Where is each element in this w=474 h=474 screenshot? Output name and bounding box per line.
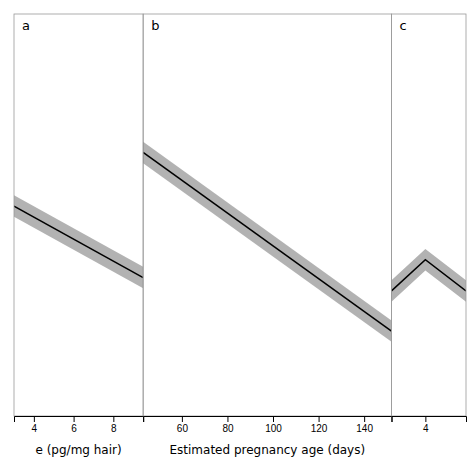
plot-area [14, 195, 143, 288]
x-axis: 4 [392, 416, 467, 434]
x-axis: 4 6 8 [15, 416, 144, 434]
line [391, 260, 466, 291]
tick-label: 4 [32, 423, 38, 434]
tick-mark [113, 416, 114, 422]
tick-label: 4 [423, 423, 429, 434]
tick: 8 [111, 416, 117, 434]
x-axis-title: Estimated pregnancy age (days) [169, 443, 365, 457]
tick: 80 [222, 416, 234, 434]
tick: 4 [423, 416, 429, 434]
tick-mark [364, 416, 365, 422]
tick-label: 100 [265, 423, 282, 434]
tick-mark [182, 416, 183, 422]
tick-label: 140 [356, 423, 373, 434]
chart: 4 6 8 a e (pg/mg hair) 60 80 100 120 140 b Estimate… [0, 0, 474, 474]
line [143, 152, 391, 331]
tick-mark [319, 416, 320, 422]
tick-label: 120 [311, 423, 328, 434]
panel-label: c [399, 18, 406, 33]
tick-mark [34, 416, 35, 422]
plot-area [391, 249, 466, 302]
tick: 140 [356, 416, 373, 434]
frame [143, 14, 391, 416]
tick-mark [74, 416, 75, 422]
x-axis: 60 80 100 120 140 [144, 416, 392, 434]
axis-line [392, 417, 467, 423]
tick: 100 [265, 416, 282, 434]
frame [14, 14, 143, 416]
tick-label: 60 [177, 423, 189, 434]
tick: 60 [177, 416, 189, 434]
tick-mark [425, 416, 426, 422]
confidence-band [143, 142, 391, 342]
tick-mark [227, 416, 228, 422]
x-axis-title: e (pg/mg hair) [35, 443, 121, 457]
tick-label: 80 [222, 423, 234, 434]
tick-mark [273, 416, 274, 422]
panel: 4 6 8 a e (pg/mg hair) [14, 14, 144, 457]
confidence-band [14, 195, 143, 288]
confidence-band [391, 249, 466, 302]
tick-label: 6 [71, 423, 77, 434]
axis-line [144, 417, 392, 423]
line [14, 206, 143, 277]
frame [391, 14, 466, 416]
panel: 60 80 100 120 140 b Estimated pregnancy age (d… [143, 14, 392, 457]
panel-label: a [22, 18, 30, 33]
panel-label: b [151, 18, 159, 33]
plot-area [143, 142, 391, 342]
tick: 4 [32, 416, 38, 434]
panel: 4c [391, 14, 466, 434]
tick: 120 [311, 416, 328, 434]
tick: 6 [71, 416, 77, 434]
tick-label: 8 [111, 423, 117, 434]
axis-line [15, 417, 144, 423]
